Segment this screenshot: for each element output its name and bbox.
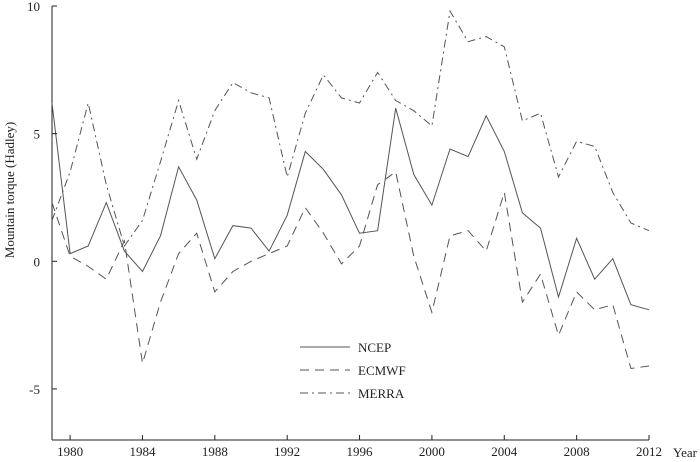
x-tick-label: 1996 bbox=[347, 444, 374, 459]
legend-label-merra: MERRA bbox=[358, 386, 405, 401]
x-tick-label: 1988 bbox=[202, 444, 228, 459]
x-tick-label: 2004 bbox=[491, 444, 518, 459]
chart-axes bbox=[51, 6, 649, 441]
legend-label-ncep: NCEP bbox=[358, 340, 391, 355]
y-tick-label: 5 bbox=[34, 127, 41, 142]
legend-label-ecmwf: ECMWF bbox=[358, 363, 406, 378]
y-tick-label: -5 bbox=[29, 382, 40, 397]
x-tick-label: 1984 bbox=[129, 444, 156, 459]
series-line-merra bbox=[51, 9, 650, 248]
x-tick-label: 1980 bbox=[57, 444, 83, 459]
x-tick-label: 2008 bbox=[564, 444, 590, 459]
chart-legend: NCEP ECMWF MERRA bbox=[300, 340, 406, 401]
x-axis-label: Year bbox=[673, 445, 698, 460]
x-tick-label: 2000 bbox=[419, 444, 445, 459]
y-tick-label: 0 bbox=[34, 254, 41, 269]
x-tick-label: 1992 bbox=[274, 444, 300, 459]
chart-ticks-layer: 1980 1984 1988 1992 1996 2000 2004 2008 2012 10 5 0… bbox=[27, 0, 662, 459]
series-line-ecmwf bbox=[51, 171, 650, 370]
y-tick-label: 10 bbox=[27, 0, 40, 14]
x-tick-label: 2012 bbox=[636, 444, 662, 459]
series-line-ncep bbox=[51, 102, 650, 311]
chart-series-layer bbox=[51, 9, 650, 370]
y-axis-label: Mountain torque (Hadley) bbox=[2, 122, 17, 258]
